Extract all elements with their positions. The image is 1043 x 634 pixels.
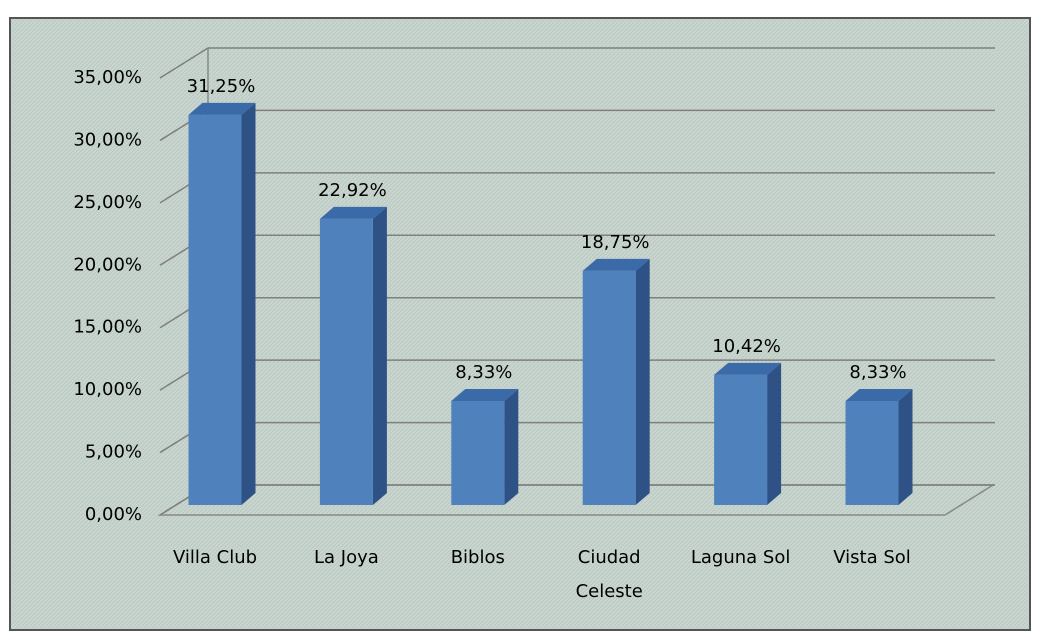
bar-front	[451, 400, 505, 505]
bar-side	[241, 102, 256, 506]
y-tick-label: 0,00%	[85, 504, 142, 525]
bar-top	[188, 102, 256, 115]
bar-side	[898, 388, 913, 505]
value-label: 22,92%	[318, 180, 387, 201]
value-label: 10,42%	[712, 336, 781, 357]
bar-side	[767, 362, 782, 505]
x-tick-label: Villa Club	[172, 547, 258, 568]
x-tick-label: La Joya	[313, 547, 379, 568]
y-tick-label: 15,00%	[73, 317, 142, 338]
bar-front	[319, 218, 373, 505]
bar	[188, 102, 256, 506]
grid-line	[159, 47, 995, 79]
bar-side	[635, 258, 650, 505]
bar-front	[188, 114, 242, 506]
y-tick-label: 5,00%	[85, 442, 142, 463]
bar-side	[372, 206, 387, 505]
value-label: 8,33%	[849, 362, 906, 383]
chart-area	[9, 17, 1031, 631]
y-tick-label: 10,00%	[73, 379, 142, 400]
bar-side	[504, 388, 519, 505]
bar-top	[845, 388, 913, 401]
bar-front	[845, 400, 899, 505]
bar-top	[451, 388, 519, 401]
value-label: 18,75%	[581, 232, 650, 253]
y-tick-label: 20,00%	[73, 254, 142, 275]
value-label: 8,33%	[455, 362, 512, 383]
x-tick-label: Vista Sol	[833, 547, 911, 568]
bar	[714, 362, 782, 505]
bar	[319, 206, 387, 505]
y-tick-label: 35,00%	[73, 67, 142, 88]
bar-top	[714, 362, 782, 375]
bar-top	[319, 206, 387, 219]
y-tick-label: 30,00%	[73, 129, 142, 150]
x-tick-label: Biblos	[450, 547, 505, 568]
bar-front	[714, 374, 768, 505]
bar-top	[582, 258, 650, 271]
y-tick-label: 25,00%	[73, 192, 142, 213]
bar	[451, 388, 519, 505]
bar	[845, 388, 913, 505]
bar	[582, 258, 650, 505]
x-tick-label: Laguna Sol	[690, 547, 791, 568]
x-tick-label: Ciudad Celeste	[575, 547, 643, 602]
value-label: 31,25%	[187, 76, 256, 97]
bar-front	[582, 270, 636, 505]
